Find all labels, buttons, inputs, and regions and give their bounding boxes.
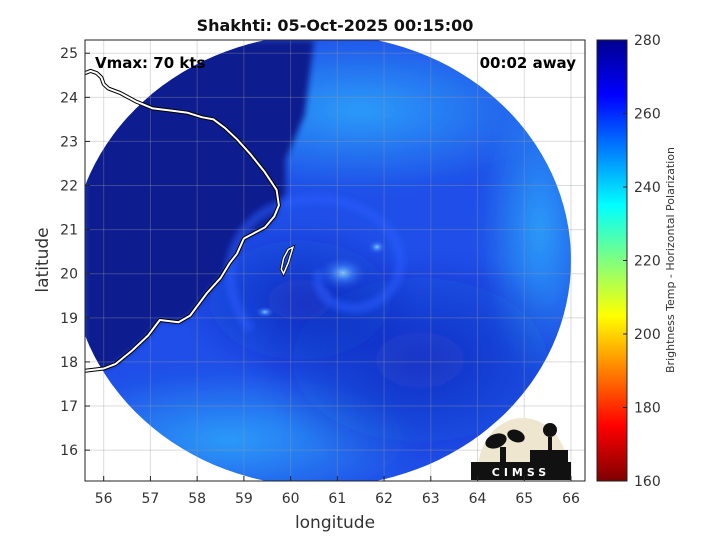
x-tick-label: 57 — [142, 491, 160, 507]
land-mass — [85, 40, 314, 371]
y-tick-label: 20 — [60, 267, 78, 283]
y-tick-label: 18 — [60, 355, 78, 371]
island — [280, 245, 295, 276]
y-tick-label: 16 — [60, 443, 78, 459]
logo-dish-stand — [500, 447, 506, 462]
y-tick-label: 21 — [60, 223, 78, 239]
logo-tower-stem — [548, 437, 552, 462]
x-tick-label: 60 — [282, 491, 300, 507]
logo-dish-right — [507, 429, 525, 443]
logo-base — [471, 462, 571, 480]
logo-text: CIMSS — [492, 466, 550, 479]
logo-building — [530, 450, 568, 462]
x-tick-label: 65 — [515, 491, 533, 507]
x-tick-label: 59 — [235, 491, 253, 507]
colorbar-tick-label: 280 — [634, 33, 661, 49]
y-tick-label: 19 — [60, 311, 78, 327]
colorbar-tick-label: 200 — [634, 327, 661, 343]
y-tick-label: 25 — [60, 46, 78, 62]
map-grid — [85, 40, 585, 481]
cimss-logo: CIMSS — [471, 418, 571, 480]
colorbar — [596, 39, 628, 482]
chart-title: Shakhti: 05-Oct-2025 00:15:00 — [197, 16, 474, 35]
colorbar-label: Brightness Temp - Horizontal Polarizatio… — [664, 147, 677, 373]
x-axis-label: longitude — [295, 513, 375, 533]
x-tick-label: 61 — [328, 491, 346, 507]
colorbar-tick-label: 240 — [634, 180, 661, 196]
colorbar-tick-label: 260 — [634, 107, 661, 123]
y-tick-label: 24 — [60, 90, 78, 106]
spiral-band — [225, 194, 406, 333]
x-tick-label: 63 — [422, 491, 440, 507]
eyewall-feature — [367, 239, 387, 255]
plot-frame — [84, 39, 586, 482]
coastline — [85, 69, 280, 372]
x-tick-label: 62 — [375, 491, 393, 507]
x-tick-label: 64 — [469, 491, 487, 507]
x-tick-label: 58 — [188, 491, 206, 507]
y-axis-ticks: 16 17 18 19 20 21 22 23 24 25 — [60, 46, 90, 459]
y-axis-label: latitude — [33, 227, 53, 292]
convective-spot — [255, 306, 275, 318]
y-tick-label: 17 — [60, 399, 78, 415]
y-tick-label: 23 — [60, 134, 78, 150]
colorbar-tick-label: 220 — [634, 254, 661, 270]
x-tick-label: 66 — [562, 491, 580, 507]
time-offset-label: 00:02 away — [480, 54, 577, 72]
storm-eye — [317, 255, 369, 291]
x-axis-ticks: 56 57 58 59 60 61 62 63 64 65 66 — [95, 476, 580, 507]
logo-water-tower — [543, 423, 557, 437]
colorbar-tick-label: 160 — [634, 474, 661, 490]
logo-dish-left — [485, 433, 507, 449]
y-tick-label: 22 — [60, 179, 78, 195]
colorbar-ticks: 160 180 200 220 240 260 280 — [623, 33, 661, 490]
vmax-label: Vmax: 70 kts — [95, 54, 205, 72]
x-tick-label: 56 — [95, 491, 113, 507]
colorbar-tick-label: 180 — [634, 401, 661, 417]
